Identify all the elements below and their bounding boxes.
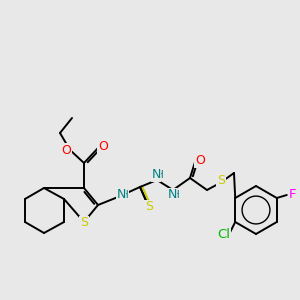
- Text: H: H: [156, 170, 164, 180]
- Text: H: H: [172, 190, 180, 200]
- Text: N: N: [167, 188, 177, 202]
- Text: Cl: Cl: [218, 229, 231, 242]
- Text: O: O: [195, 154, 205, 167]
- Text: F: F: [289, 188, 296, 202]
- Text: N: N: [116, 188, 126, 202]
- Text: O: O: [98, 140, 108, 154]
- Text: H: H: [121, 190, 129, 200]
- Text: O: O: [61, 143, 71, 157]
- Text: S: S: [217, 175, 225, 188]
- Text: S: S: [145, 200, 153, 214]
- Text: S: S: [80, 217, 88, 230]
- Text: N: N: [151, 169, 161, 182]
